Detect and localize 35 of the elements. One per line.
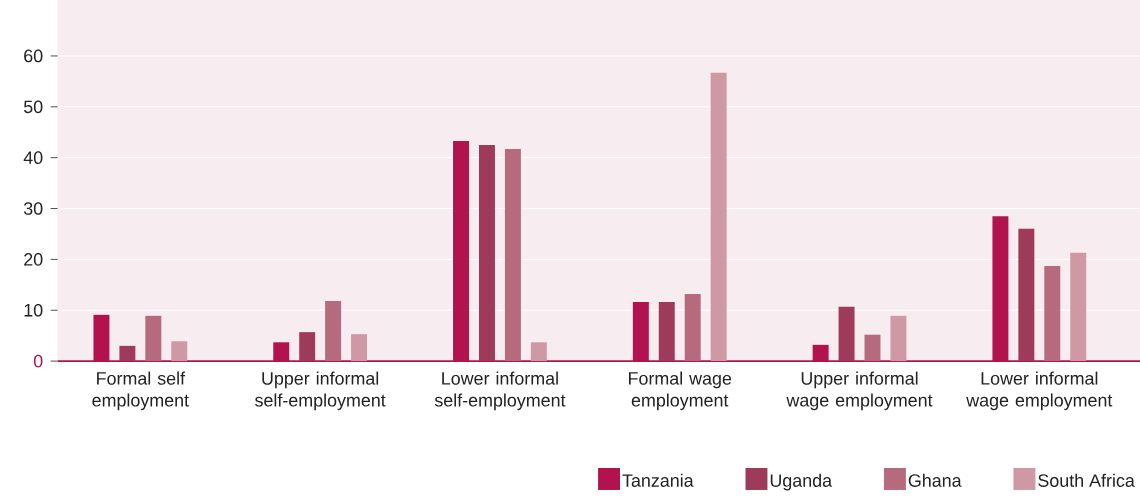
y-tick-label: 10 xyxy=(24,304,43,317)
legend-label: Tanzania xyxy=(622,473,694,487)
x-tick-label: Formal wage employment xyxy=(629,371,732,411)
bar xyxy=(1044,266,1061,362)
x-tick-label: Lower informal wage employment xyxy=(966,371,1113,411)
bar xyxy=(530,342,547,362)
bar xyxy=(325,301,342,362)
x-tick-label: Upper informal self-employment xyxy=(255,371,386,411)
y-tick-label: 50 xyxy=(23,100,43,114)
bar xyxy=(890,315,907,362)
y-tick-label: 40 xyxy=(23,151,43,165)
x-tick-label: Lower informal self-employment xyxy=(434,371,566,411)
bar xyxy=(864,334,881,362)
bar xyxy=(299,332,316,362)
y-tick-label: 30 xyxy=(23,202,43,215)
bar xyxy=(145,315,162,362)
y-tick-label: 60 xyxy=(24,49,43,63)
bar xyxy=(119,345,136,362)
x-tick-label: Upper informal wage employment xyxy=(786,371,933,411)
bar xyxy=(351,334,368,362)
legend-label: Ghana xyxy=(908,473,962,487)
y-tick-label: 20 xyxy=(24,253,43,266)
bar xyxy=(504,149,521,362)
bar xyxy=(1070,252,1087,362)
bar xyxy=(684,294,701,362)
bar xyxy=(171,341,188,362)
bar xyxy=(658,302,675,362)
bar xyxy=(1018,228,1035,362)
y-tick-label: 0 xyxy=(33,354,43,368)
bar xyxy=(710,72,727,362)
legend-label: South Africa xyxy=(1038,473,1135,487)
legend-label: Uganda xyxy=(770,473,833,491)
x-tick-label: Formal self employment xyxy=(92,371,189,411)
bar xyxy=(478,145,495,362)
bar xyxy=(838,306,855,362)
